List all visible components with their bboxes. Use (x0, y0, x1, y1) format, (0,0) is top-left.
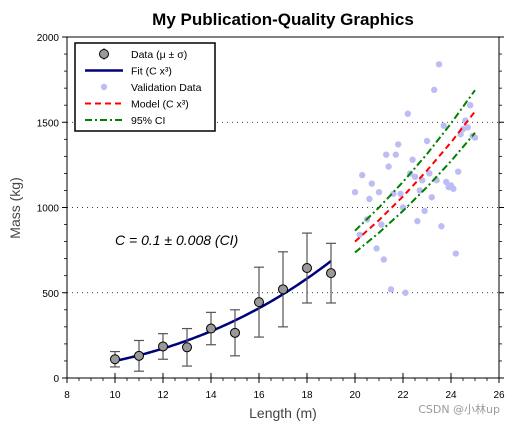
data-point (158, 341, 168, 352)
validation-point (409, 156, 416, 163)
data-point (206, 323, 216, 334)
x-tick-label: 22 (397, 390, 409, 401)
data-point (326, 268, 336, 279)
validation-point (421, 207, 428, 215)
legend-label: Fit (C x³) (131, 66, 172, 78)
y-tick-label: 0 (53, 374, 59, 385)
data-point (230, 327, 240, 338)
validation-point (387, 286, 395, 293)
data-point (302, 263, 312, 274)
plot-area (110, 61, 479, 372)
validation-point (440, 122, 447, 129)
validation-point (459, 125, 467, 133)
ci-lower-line (354, 132, 476, 254)
validation-point (443, 178, 450, 186)
y-tick-label: 2000 (37, 33, 60, 44)
x-tick-label: 18 (301, 390, 313, 401)
validation-point (464, 124, 471, 131)
validation-point (435, 61, 443, 68)
y-tick-label: 1500 (37, 118, 60, 129)
legend-label: Data (μ ± σ) (131, 49, 187, 61)
legend-label: Model (C x³) (131, 99, 189, 111)
data-point (182, 342, 192, 353)
x-tick-label: 20 (349, 390, 361, 401)
x-axis-label: Length (m) (249, 405, 317, 421)
x-tick-label: 16 (253, 390, 265, 401)
validation-point (375, 188, 383, 196)
validation-point (395, 141, 402, 148)
axes: 8 10 12 14 16 18 20 22 24 26 0 500 1000 1500 2000 (37, 33, 505, 401)
validation-point (411, 173, 419, 181)
data-point (134, 350, 144, 361)
x-tick-label: 10 (109, 390, 121, 401)
legend-marker-icon (99, 49, 109, 59)
legend-box (74, 42, 216, 132)
data-point (110, 354, 120, 365)
y-tick-label: 1000 (37, 204, 60, 215)
validation-point (356, 231, 363, 238)
x-tick-label: 26 (493, 390, 505, 401)
x-tick-label: 14 (205, 390, 217, 401)
x-tick-label: 12 (157, 390, 169, 401)
validation-point (452, 250, 459, 257)
validation-point (402, 289, 409, 296)
validation-point (423, 137, 431, 145)
legend-label: 95% CI (131, 115, 165, 127)
validation-point (416, 187, 423, 194)
validation-point (368, 180, 375, 187)
chart-title: My Publication-Quality Graphics (152, 10, 414, 29)
ci-upper-line (354, 89, 476, 232)
data-point (278, 284, 288, 295)
validation-point (431, 86, 438, 94)
validation-point (438, 223, 445, 230)
validation-point (392, 151, 399, 158)
validation-point (378, 221, 385, 228)
x-tick-label: 24 (445, 390, 457, 401)
validation-point (383, 151, 390, 158)
validation-point (390, 190, 397, 198)
validation-point (404, 110, 411, 117)
validation-point (351, 188, 359, 196)
validation-point (426, 170, 433, 177)
y-axis-label: Mass (kg) (7, 177, 23, 238)
legend-dot-icon (100, 83, 108, 91)
legend: Data (μ ± σ) Fit (C x³) Validation Data Mod… (74, 42, 216, 132)
validation-point (467, 102, 474, 109)
validation-point (380, 256, 387, 263)
data-point (254, 297, 264, 308)
fit-annotation: C = 0.1 ± 0.008 (CI) (115, 232, 238, 248)
validation-point (450, 185, 457, 192)
validation-point (373, 245, 380, 252)
validation-point (455, 168, 462, 175)
validation-point (366, 195, 373, 203)
validation-point (397, 190, 404, 198)
validation-point (385, 163, 392, 170)
y-tick-label: 500 (42, 289, 59, 300)
legend-label: Validation Data (131, 82, 202, 94)
x-tick-label: 8 (64, 390, 70, 401)
fit-line (114, 260, 332, 363)
validation-point (359, 171, 366, 179)
validation-point (428, 194, 435, 201)
validation-point (414, 217, 421, 225)
model-line (354, 110, 476, 243)
watermark: CSDN @小林up (418, 402, 500, 416)
